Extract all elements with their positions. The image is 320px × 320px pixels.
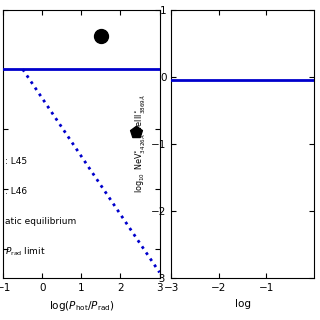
Point — [133, 130, 139, 135]
X-axis label: log$(P_{\mathrm{hot}}/P_{\mathrm{rad}})$: log$(P_{\mathrm{hot}}/P_{\mathrm{rad}})$ — [49, 299, 114, 313]
Y-axis label: $\log_{10}$ NeV$^{\circ}_{3426\AA}$/NeIII$^{\circ}_{3869\AA}$: $\log_{10}$ NeV$^{\circ}_{3426\AA}$/NeII… — [134, 95, 148, 193]
Point — [98, 34, 103, 39]
X-axis label: log: log — [235, 299, 251, 309]
Text: : L45: : L45 — [5, 157, 27, 166]
Text: atic equilibrium: atic equilibrium — [5, 217, 76, 226]
Text: $P_{\mathrm{rad}}$ limit: $P_{\mathrm{rad}}$ limit — [5, 245, 46, 258]
Text: : L46: : L46 — [5, 187, 27, 196]
